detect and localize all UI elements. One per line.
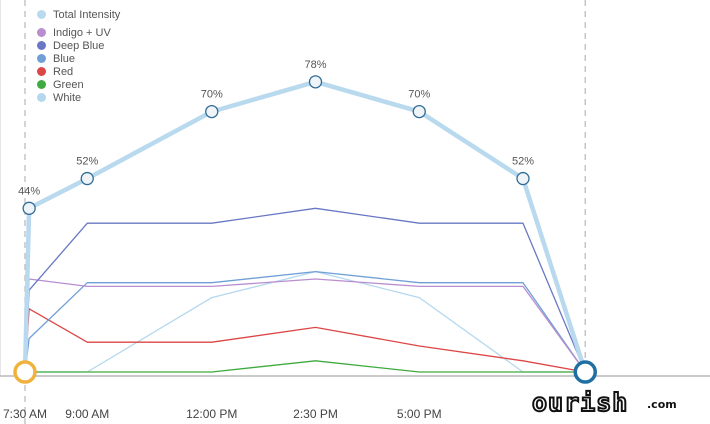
total-intensity-point (412, 104, 426, 119)
x-tick-label: 7:30 AM (3, 407, 47, 421)
legend-item-white: White (37, 91, 120, 104)
watermark-box (527, 384, 710, 424)
legend-item-deep-blue: Deep Blue (37, 39, 120, 52)
legend-item-indigo-uv: Indigo + UV (37, 26, 120, 39)
data-label: 44% (18, 185, 40, 197)
series-line-blue (24, 270, 586, 373)
legend-item-blue: Blue (37, 52, 120, 65)
total-intensity-point (80, 171, 94, 186)
chart-legend: Total Intensity Indigo + UV Deep Blue Bl… (37, 8, 120, 104)
legend-label: Total Intensity (53, 8, 121, 21)
legend-label: Red (53, 65, 74, 78)
legend-item-red: Red (37, 65, 120, 78)
legend-label: Indigo + UV (53, 26, 111, 39)
series-line-green (24, 360, 586, 373)
watermark-text: ourish (531, 387, 629, 418)
legend-swatch (37, 54, 46, 63)
end-handle[interactable] (573, 360, 597, 384)
series-line-indigo-uv (24, 278, 586, 373)
legend-swatch (37, 41, 46, 50)
data-label: 52% (512, 156, 534, 168)
legend-item-total-intensity: Total Intensity (37, 8, 120, 21)
total-intensity-point (516, 171, 530, 186)
legend-label: Deep Blue (53, 39, 105, 52)
legend-swatch (37, 28, 46, 37)
x-tick-label: 2:30 PM (293, 407, 338, 421)
series-line-total-intensity (22, 79, 588, 375)
series-line-deep-blue (24, 207, 586, 373)
data-label: 78% (304, 59, 326, 71)
legend-swatch (37, 93, 46, 102)
series-line-red (24, 308, 586, 373)
legend-item-green: Green (37, 78, 120, 91)
total-intensity-point (205, 104, 219, 119)
legend-swatch (37, 67, 46, 76)
legend-swatch (37, 10, 46, 19)
legend-label: Blue (53, 52, 76, 65)
total-intensity-point (308, 75, 323, 89)
total-intensity-point (22, 201, 36, 215)
x-tick-label: 12:00 PM (186, 407, 237, 421)
legend-label: Green (53, 78, 84, 91)
start-handle[interactable] (13, 360, 37, 384)
data-label: 52% (76, 156, 98, 168)
data-label: 70% (201, 89, 223, 101)
watermark-suffix: .com (647, 398, 677, 411)
x-tick-label: 5:00 PM (397, 407, 442, 421)
data-label: 70% (408, 89, 430, 101)
x-tick-label: 9:00 AM (65, 407, 109, 421)
legend-label: White (53, 91, 82, 104)
legend-swatch (37, 80, 46, 89)
